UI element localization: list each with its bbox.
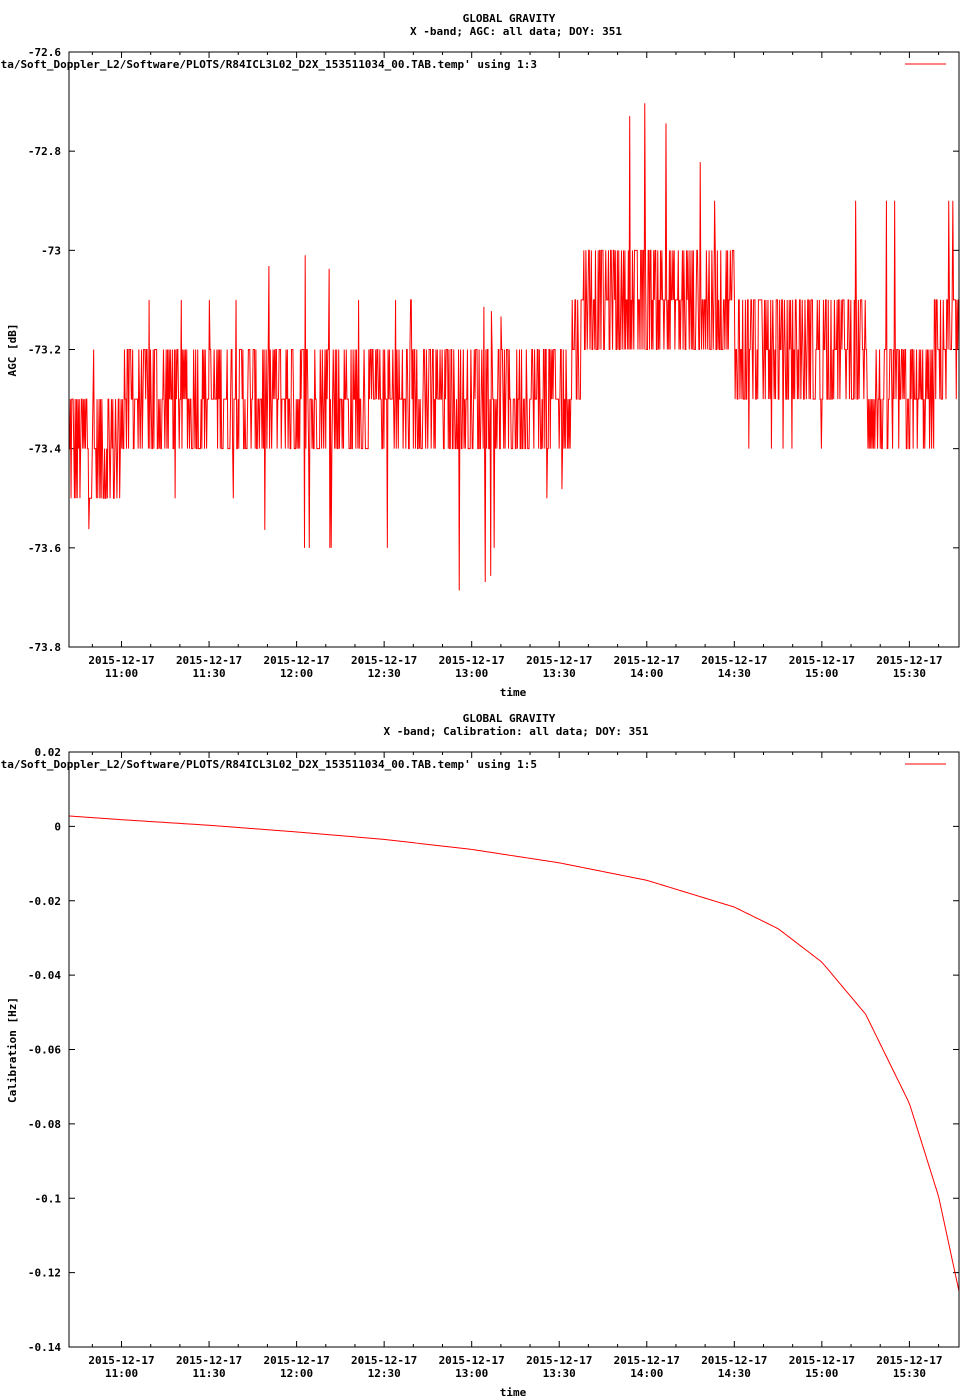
cal-subtitle: X -band; Calibration: all data; DOY: 351 bbox=[384, 725, 649, 738]
cal-xtick-date: 2015-12-17 bbox=[526, 1354, 592, 1367]
cal-ytick-label: -0.06 bbox=[28, 1044, 61, 1057]
agc-ytick-label: -72.8 bbox=[28, 145, 61, 158]
cal-xtick-date: 2015-12-17 bbox=[263, 1354, 329, 1367]
agc-ytick-label: -73.4 bbox=[28, 443, 61, 456]
cal-ytick-label: 0 bbox=[54, 820, 61, 833]
agc-series-line bbox=[69, 103, 959, 591]
agc-xtick-time: 14:30 bbox=[718, 667, 751, 680]
agc-xtick-time: 14:00 bbox=[630, 667, 663, 680]
cal-legend-label: 'Z:/ddswork/process_data/Soft_Doppler_L2… bbox=[0, 758, 537, 771]
cal-title: GLOBAL GRAVITY bbox=[463, 712, 556, 725]
agc-ytick-label: -73.6 bbox=[28, 542, 61, 555]
cal-xtick-time: 15:30 bbox=[893, 1367, 926, 1380]
agc-subtitle: X -band; AGC: all data; DOY: 351 bbox=[410, 25, 622, 38]
agc-xtick-date: 2015-12-17 bbox=[263, 654, 329, 667]
agc-title: GLOBAL GRAVITY bbox=[463, 12, 556, 25]
cal-xtick-date: 2015-12-17 bbox=[176, 1354, 242, 1367]
cal-ytick-label: -0.1 bbox=[35, 1192, 62, 1205]
agc-xtick-date: 2015-12-17 bbox=[614, 654, 680, 667]
agc-xtick-date: 2015-12-17 bbox=[88, 654, 154, 667]
cal-xtick-time: 13:00 bbox=[455, 1367, 488, 1380]
agc-ytick-label: -73.8 bbox=[28, 641, 61, 654]
agc-xtick-time: 12:30 bbox=[368, 667, 401, 680]
cal-xtick-date: 2015-12-17 bbox=[876, 1354, 942, 1367]
cal-xtick-time: 13:30 bbox=[543, 1367, 576, 1380]
cal-xtick-time: 12:00 bbox=[280, 1367, 313, 1380]
agc-ytick-label: -73 bbox=[41, 244, 61, 257]
cal-xtick-time: 12:30 bbox=[368, 1367, 401, 1380]
cal-plot-frame bbox=[68, 751, 960, 1348]
cal-xtick-time: 11:00 bbox=[105, 1367, 138, 1380]
cal-ytick-label: -0.08 bbox=[28, 1118, 61, 1131]
cal-ytick-label: -0.04 bbox=[28, 969, 61, 982]
agc-xtick-date: 2015-12-17 bbox=[351, 654, 417, 667]
cal-x-axis-label: time bbox=[500, 1386, 527, 1399]
cal-ytick-label: -0.02 bbox=[28, 895, 61, 908]
agc-xtick-date: 2015-12-17 bbox=[876, 654, 942, 667]
agc-xtick-time: 15:30 bbox=[893, 667, 926, 680]
cal-xtick-date: 2015-12-17 bbox=[88, 1354, 154, 1367]
calibration-plot: GLOBAL GRAVITY X -band; Calibration: all… bbox=[0, 712, 960, 1399]
cal-ytick-label: 0.02 bbox=[35, 746, 62, 759]
agc-xtick-date: 2015-12-17 bbox=[526, 654, 592, 667]
agc-xtick-time: 11:00 bbox=[105, 667, 138, 680]
cal-ytick-label: -0.12 bbox=[28, 1267, 61, 1280]
cal-xtick-time: 15:00 bbox=[805, 1367, 838, 1380]
cal-xtick-date: 2015-12-17 bbox=[614, 1354, 680, 1367]
agc-xtick-time: 13:00 bbox=[455, 667, 488, 680]
agc-xtick-date: 2015-12-17 bbox=[439, 654, 505, 667]
agc-plot: GLOBAL GRAVITY X -band; AGC: all data; D… bbox=[0, 12, 960, 699]
cal-xtick-date: 2015-12-17 bbox=[789, 1354, 855, 1367]
agc-xtick-time: 15:00 bbox=[805, 667, 838, 680]
agc-legend-label: 'Z:/ddswork/process_data/Soft_Doppler_L2… bbox=[0, 58, 537, 71]
agc-x-axis-label: time bbox=[500, 686, 527, 699]
agc-plot-frame bbox=[68, 51, 960, 648]
cal-xtick-time: 14:30 bbox=[718, 1367, 751, 1380]
cal-series-line bbox=[68, 815, 960, 1292]
agc-xtick-time: 12:00 bbox=[280, 667, 313, 680]
agc-ytick-label: -72.6 bbox=[28, 46, 61, 59]
cal-y-axis-label: Calibration [Hz] bbox=[6, 997, 19, 1103]
cal-xtick-date: 2015-12-17 bbox=[439, 1354, 505, 1367]
agc-xtick-time: 11:30 bbox=[193, 667, 226, 680]
cal-xtick-time: 11:30 bbox=[193, 1367, 226, 1380]
agc-xtick-date: 2015-12-17 bbox=[789, 654, 855, 667]
cal-xtick-time: 14:00 bbox=[630, 1367, 663, 1380]
cal-ytick-label: -0.14 bbox=[28, 1341, 61, 1354]
cal-xtick-date: 2015-12-17 bbox=[701, 1354, 767, 1367]
agc-y-axis-label: AGC [dB] bbox=[6, 324, 19, 377]
agc-ytick-label: -73.2 bbox=[28, 344, 61, 357]
cal-xtick-date: 2015-12-17 bbox=[351, 1354, 417, 1367]
agc-xtick-date: 2015-12-17 bbox=[176, 654, 242, 667]
agc-xtick-time: 13:30 bbox=[543, 667, 576, 680]
agc-xtick-date: 2015-12-17 bbox=[701, 654, 767, 667]
